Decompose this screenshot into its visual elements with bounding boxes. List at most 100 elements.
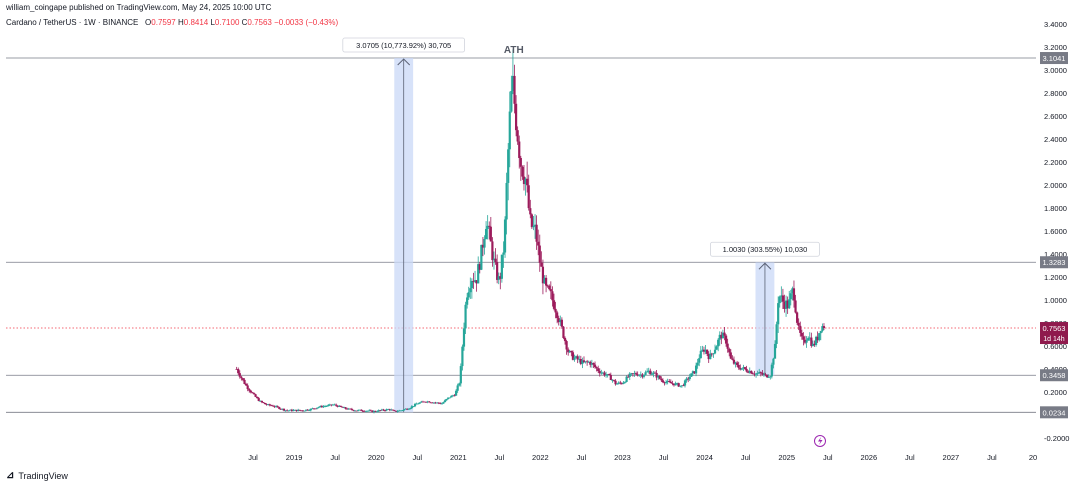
candle-body-56 — [323, 406, 327, 407]
candle-body-199 — [549, 289, 552, 292]
candle-body-100 — [393, 410, 396, 412]
candle-body-1 — [237, 369, 240, 374]
candle-body-234 — [604, 374, 608, 376]
candle-body-91 — [379, 410, 382, 412]
candle-body-360 — [803, 339, 807, 343]
candle-body-361 — [805, 340, 808, 343]
y-tick-13: 2.6000 — [1044, 112, 1067, 121]
candle-body-2 — [238, 373, 241, 377]
candle-body-92 — [380, 409, 383, 411]
candle-body-29 — [281, 408, 284, 410]
candle-body-27 — [278, 407, 281, 409]
candle-body-356 — [797, 322, 800, 326]
candle-body-168 — [500, 254, 503, 279]
candle-body-279 — [676, 383, 679, 384]
candle-body-122 — [428, 401, 431, 403]
candle-body-276 — [671, 383, 674, 384]
candle-body-317 — [736, 362, 739, 365]
candle-body-112 — [412, 406, 415, 407]
x-tick-16: Jul — [905, 453, 915, 462]
level-badge-label-1: 1.3283 — [1043, 258, 1066, 267]
candle-body-345 — [780, 295, 783, 297]
candle-body-123 — [429, 402, 432, 404]
candle-body-203 — [556, 312, 559, 319]
candle-body-42 — [301, 410, 305, 412]
open-value: 0.7597 — [151, 18, 176, 27]
candle-body-332 — [759, 372, 762, 374]
candle-body-102 — [396, 411, 399, 413]
candle-body-350 — [788, 299, 791, 309]
candle-body-117 — [420, 401, 423, 403]
x-tick-0: Jul — [248, 453, 258, 462]
candle-body-195 — [543, 277, 546, 284]
candle-body-328 — [753, 373, 756, 375]
candle-body-124 — [431, 402, 434, 404]
lightning-event-icon[interactable] — [814, 435, 826, 447]
candle-body-58 — [327, 405, 330, 406]
low-value: 0.7100 — [214, 18, 240, 27]
candle-body-38 — [295, 409, 298, 412]
y-tick-12: 2.4000 — [1044, 135, 1067, 144]
candle-body-255 — [638, 374, 641, 376]
candle-body-366 — [813, 343, 816, 346]
candle-body-284 — [683, 380, 687, 386]
candle-body-365 — [811, 343, 815, 346]
candle-body-166 — [497, 276, 500, 280]
candle-body-346 — [781, 295, 785, 302]
candle-body-331 — [758, 372, 761, 374]
candle-body-31 — [284, 410, 287, 412]
candle-body-351 — [789, 293, 792, 300]
candle-body-17 — [262, 402, 265, 404]
candle-body-129 — [439, 403, 442, 404]
candle-body-222 — [586, 361, 589, 363]
x-tick-13: 2025 — [778, 453, 795, 462]
candle-body-7 — [246, 385, 249, 390]
candle-body-358 — [800, 332, 803, 337]
candle-body-352 — [791, 288, 794, 294]
candle-body-339 — [770, 364, 773, 377]
candle-body-106 — [402, 409, 406, 411]
candle-body-24 — [273, 406, 276, 408]
candle-body-362 — [807, 338, 810, 341]
candle-body-304 — [715, 346, 718, 350]
candle-body-190 — [535, 224, 538, 242]
candle-body-310 — [724, 335, 728, 344]
candle-body-200 — [551, 291, 554, 301]
y-tick-17: 3.4000 — [1044, 20, 1067, 29]
candle-body-248 — [627, 376, 630, 378]
candle-body-95 — [385, 409, 388, 411]
candle-body-132 — [443, 400, 447, 403]
candle-body-157 — [483, 238, 486, 248]
candle-body-296 — [702, 349, 706, 352]
candle-body-207 — [562, 326, 565, 338]
candle-body-46 — [308, 410, 311, 412]
x-tick-1: 2019 — [286, 453, 303, 462]
candle-body-357 — [799, 325, 802, 333]
level-badge-label-2: 0.3458 — [1043, 371, 1066, 380]
candle-body-321 — [742, 367, 745, 369]
candle-body-285 — [685, 378, 688, 381]
candle-body-160 — [488, 225, 491, 227]
candle-body-76 — [355, 410, 358, 412]
symbol-info: Cardano / TetherUS · 1W · BINANCE O0.759… — [6, 18, 338, 27]
candle-body-61 — [331, 404, 335, 406]
level-badge-1 — [1040, 256, 1068, 269]
candle-body-247 — [625, 376, 628, 382]
candle-body-191 — [537, 241, 540, 246]
measure-arrow-head-1 — [397, 58, 411, 66]
symbol-name[interactable]: Cardano / TetherUS · 1W · BINANCE — [6, 18, 139, 27]
candle-body-78 — [358, 409, 361, 411]
candle-body-238 — [611, 379, 614, 381]
candle-body-221 — [584, 361, 587, 363]
candle-body-283 — [682, 385, 685, 387]
candle-body-128 — [437, 402, 440, 404]
candle-body-87 — [372, 411, 376, 413]
y-tick-8: 1.6000 — [1044, 227, 1067, 236]
level-badge-0 — [1040, 52, 1068, 65]
y-tick-14: 2.8000 — [1044, 89, 1067, 98]
candle-body-320 — [740, 368, 743, 370]
candle-body-20 — [267, 404, 270, 406]
y-tick-16: 3.2000 — [1044, 43, 1067, 52]
candle-body-28 — [279, 408, 282, 410]
